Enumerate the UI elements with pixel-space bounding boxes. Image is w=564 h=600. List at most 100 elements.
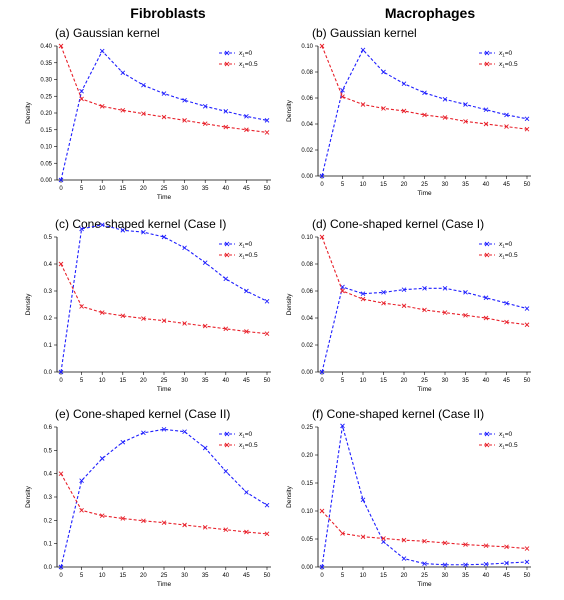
x-tick-label: 40 — [222, 573, 229, 579]
x-tick-label: 40 — [483, 573, 490, 579]
data-point — [319, 508, 325, 514]
legend-label-var: x — [238, 241, 243, 248]
x-tick-label: 5 — [341, 573, 345, 579]
data-point — [422, 307, 427, 313]
data-point-stroke — [202, 103, 208, 109]
data-point-stroke — [58, 369, 64, 375]
data-point — [120, 108, 126, 113]
data-point-stroke — [340, 87, 345, 93]
data-point-stroke — [79, 96, 84, 102]
data-point — [422, 90, 427, 96]
data-point — [141, 229, 146, 235]
data-point — [79, 507, 84, 513]
x-axis-label: Time — [157, 194, 172, 201]
data-point-stroke — [401, 303, 407, 309]
data-point — [442, 285, 448, 291]
data-point-stroke — [319, 173, 325, 179]
data-point-stroke — [483, 121, 489, 127]
data-point — [504, 319, 509, 325]
legend-label-var: x — [498, 252, 503, 259]
data-point-stroke — [79, 304, 84, 309]
data-point — [182, 522, 187, 528]
data-point — [360, 296, 366, 302]
data-point-stroke — [340, 288, 345, 294]
data-point — [340, 423, 345, 429]
panel-c: (c) Cone-shaped kernel (Case I) 0.0 0.1 0.2… — [25, 217, 271, 393]
legend-marker — [224, 50, 230, 56]
legend-marker — [484, 241, 490, 247]
data-point-stroke — [504, 560, 509, 566]
y-tick-label: 0.1 — [44, 343, 53, 349]
data-point — [120, 516, 126, 521]
legend-label-subscript: 1 — [502, 53, 505, 58]
data-point — [161, 318, 167, 324]
data-point-stroke — [182, 118, 187, 123]
data-point-stroke — [264, 531, 270, 537]
y-tick-label: 0.10 — [301, 509, 313, 515]
data-point-stroke — [340, 423, 345, 429]
data-point-stroke — [223, 109, 229, 114]
data-point-stroke — [340, 284, 345, 290]
legend-marker — [484, 431, 490, 437]
data-point-stroke — [422, 285, 427, 291]
data-point — [182, 321, 187, 326]
x-tick-label: 0 — [320, 378, 324, 384]
data-point-stroke — [504, 319, 509, 325]
data-point-stroke — [504, 124, 509, 129]
y-tick-label: 0.1 — [44, 542, 53, 548]
data-point — [401, 537, 407, 543]
legend-item: x1=0 — [479, 50, 513, 58]
x-tick-label: 25 — [161, 573, 168, 579]
data-point-stroke — [360, 534, 366, 540]
data-point — [340, 288, 345, 294]
data-point-stroke — [58, 471, 64, 476]
legend: x1=0x1=0.5 — [479, 431, 518, 450]
data-point — [360, 291, 366, 297]
data-point-stroke — [463, 312, 468, 318]
y-tick-label: 0.4 — [44, 262, 53, 268]
y-tick-label: 0.02 — [301, 343, 313, 349]
y-tick-label: 0.6 — [44, 425, 53, 431]
x-axis-label: Time — [157, 386, 172, 393]
x-tick-label: 20 — [401, 573, 408, 579]
x-tick-label: 15 — [380, 378, 387, 384]
data-point-stroke — [79, 226, 84, 232]
legend-label: x1=0.5 — [238, 442, 258, 450]
legend-label: x1=0.5 — [498, 252, 518, 260]
series-line — [60, 224, 268, 373]
panel-title: (e) Cone-shaped kernel (Case II) — [55, 407, 230, 421]
x-axis-label: Time — [417, 190, 432, 197]
x-tick-label: 0 — [59, 573, 63, 579]
data-point-stroke — [483, 315, 489, 321]
series-line — [321, 45, 528, 130]
data-point-stroke — [223, 276, 229, 282]
x-tick-label: 5 — [341, 378, 345, 384]
panel-title: (d) Cone-shaped kernel (Case I) — [312, 217, 484, 231]
y-tick-label: 0.06 — [301, 289, 313, 295]
data-point — [244, 490, 249, 495]
legend: x1=0x1=0.5 — [479, 50, 518, 69]
data-point-stroke — [182, 429, 187, 434]
data-point-stroke — [463, 542, 468, 547]
series-0 — [58, 48, 270, 183]
series-1 — [319, 508, 530, 551]
legend-marker — [224, 252, 230, 258]
x-tick-label: 30 — [442, 378, 449, 384]
legend-item: x1=0 — [479, 431, 513, 439]
legend-item: x1=0 — [219, 431, 253, 439]
x-tick-label: 35 — [202, 186, 209, 192]
x-tick-label: 5 — [80, 186, 84, 192]
legend-label-value: =0.5 — [245, 442, 258, 449]
legend-label-var: x — [238, 252, 243, 259]
x-tick-label: 30 — [181, 186, 188, 192]
series-0 — [319, 284, 530, 375]
x-tick-label: 45 — [243, 186, 250, 192]
x-tick-label: 5 — [80, 378, 84, 384]
x-tick-label: 0 — [320, 573, 324, 579]
data-point-stroke — [264, 118, 270, 123]
x-tick-label: 40 — [222, 186, 229, 192]
legend-label: x1=0 — [498, 431, 513, 439]
y-tick-label: 0.35 — [40, 61, 52, 67]
legend-label-value: =0.5 — [505, 442, 518, 449]
data-point-stroke — [422, 538, 427, 544]
